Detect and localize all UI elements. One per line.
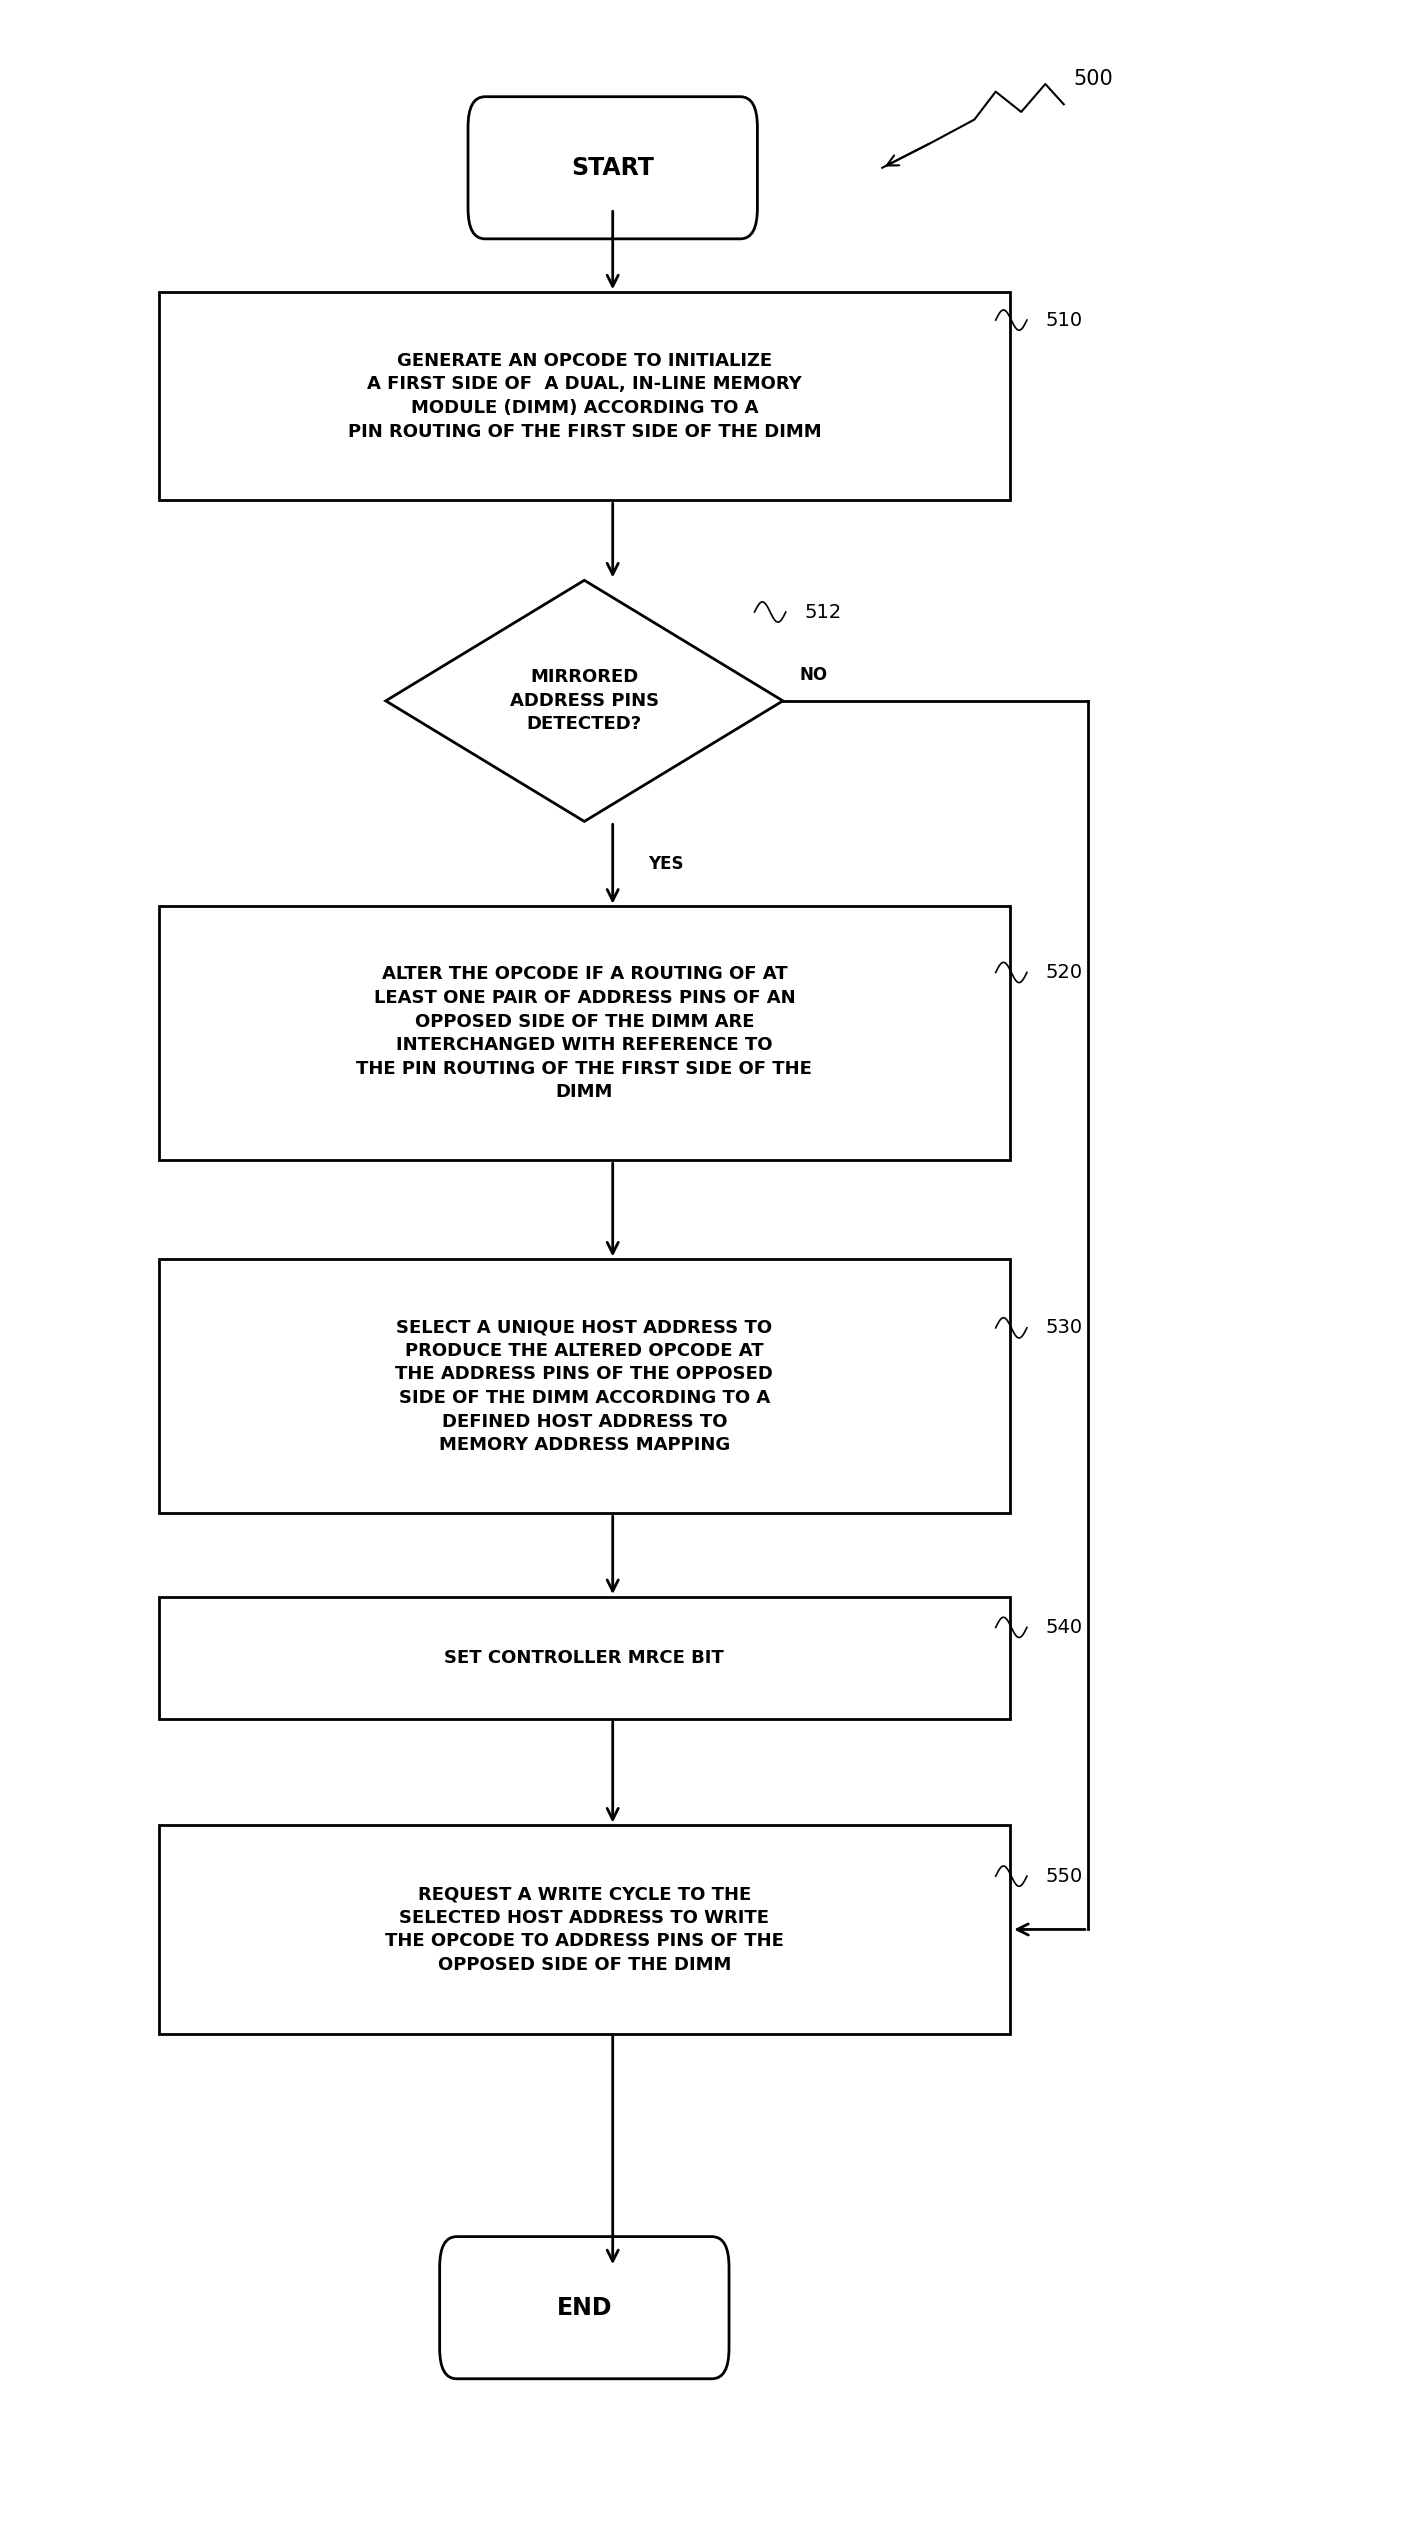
Text: 512: 512 — [805, 603, 842, 621]
Bar — [159, 1827, 1010, 2033]
FancyBboxPatch shape — [468, 97, 758, 239]
Bar — [159, 1259, 1010, 1514]
Text: START: START — [571, 155, 654, 181]
Bar — [159, 293, 1010, 501]
FancyBboxPatch shape — [440, 2236, 729, 2379]
Text: 510: 510 — [1045, 310, 1082, 331]
Bar — [159, 906, 1010, 1160]
Text: 530: 530 — [1045, 1318, 1082, 1338]
Bar — [159, 1598, 1010, 1720]
Text: END: END — [557, 2295, 612, 2320]
Text: 540: 540 — [1045, 1618, 1082, 1636]
Text: 520: 520 — [1045, 964, 1082, 982]
Text: GENERATE AN OPCODE TO INITIALIZE
A FIRST SIDE OF  A DUAL, IN-LINE MEMORY
MODULE : GENERATE AN OPCODE TO INITIALIZE A FIRST… — [347, 351, 822, 440]
Text: 500: 500 — [1074, 69, 1114, 89]
Text: 550: 550 — [1045, 1867, 1082, 1885]
Text: MIRRORED
ADDRESS PINS
DETECTED?: MIRRORED ADDRESS PINS DETECTED? — [510, 669, 659, 733]
Text: SELECT A UNIQUE HOST ADDRESS TO
PRODUCE THE ALTERED OPCODE AT
THE ADDRESS PINS O: SELECT A UNIQUE HOST ADDRESS TO PRODUCE … — [396, 1318, 773, 1455]
Text: YES: YES — [648, 855, 684, 873]
Text: ALTER THE OPCODE IF A ROUTING OF AT
LEAST ONE PAIR OF ADDRESS PINS OF AN
OPPOSED: ALTER THE OPCODE IF A ROUTING OF AT LEAS… — [356, 964, 812, 1102]
Text: SET CONTROLLER MRCE BIT: SET CONTROLLER MRCE BIT — [444, 1649, 725, 1666]
Polygon shape — [386, 580, 783, 822]
Text: REQUEST A WRITE CYCLE TO THE
SELECTED HOST ADDRESS TO WRITE
THE OPCODE TO ADDRES: REQUEST A WRITE CYCLE TO THE SELECTED HO… — [384, 1885, 783, 1974]
Text: NO: NO — [800, 667, 829, 684]
